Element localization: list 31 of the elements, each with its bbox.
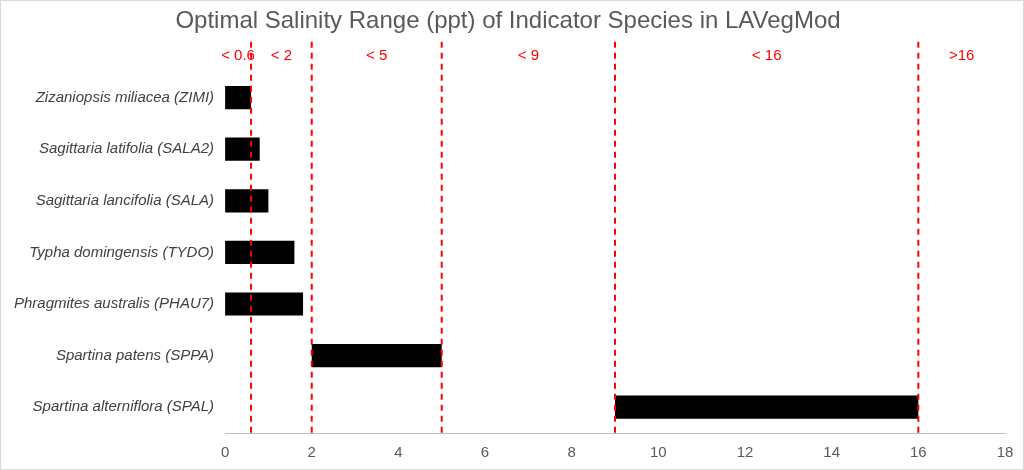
bar [615, 395, 919, 419]
x-tick-label: 12 [736, 443, 754, 461]
y-tick-label: Sagittaria lancifolia (SALA) [35, 190, 215, 208]
x-tick-label: 8 [567, 443, 576, 461]
x-tick-label: 16 [910, 443, 927, 461]
ref-line-label: < 2 [270, 45, 293, 63]
x-tick-label: 10 [650, 443, 667, 461]
y-tick-label: Phragmites australis (PHAU7) [14, 294, 215, 312]
bar [225, 240, 295, 265]
ref-line-label: < 16 [751, 45, 782, 63]
x-tick-label: 14 [823, 443, 841, 461]
bar [225, 292, 304, 316]
chart-title: Optimal Salinity Range (ppt) of Indicator Species in LAVegMod [175, 6, 841, 34]
y-tick-label: Spartina patens (SPPA) [55, 345, 215, 363]
bar [225, 137, 260, 161]
y-tick-label: Spartina alterniflora (SPAL) [32, 397, 215, 415]
bar [311, 343, 442, 368]
annotation: >16 [948, 45, 975, 63]
ref-line-label: < 9 [517, 45, 540, 63]
y-tick-label: Sagittaria latifolia (SALA2) [38, 139, 215, 157]
x-tick-label: 2 [307, 443, 316, 461]
x-tick-label: 0 [220, 443, 230, 461]
x-tick-label: 18 [996, 443, 1014, 461]
bar [225, 85, 252, 110]
ref-line-label: < 0.6 [221, 45, 255, 63]
x-tick-label: 4 [394, 443, 403, 461]
x-tick-label: 6 [480, 443, 490, 461]
y-tick-label: Typha domingensis (TYDO) [29, 242, 215, 260]
y-tick-label: Zizaniopsis miliacea (ZIMI) [34, 87, 215, 105]
bar [225, 189, 269, 213]
ref-line-label: < 5 [366, 45, 388, 63]
